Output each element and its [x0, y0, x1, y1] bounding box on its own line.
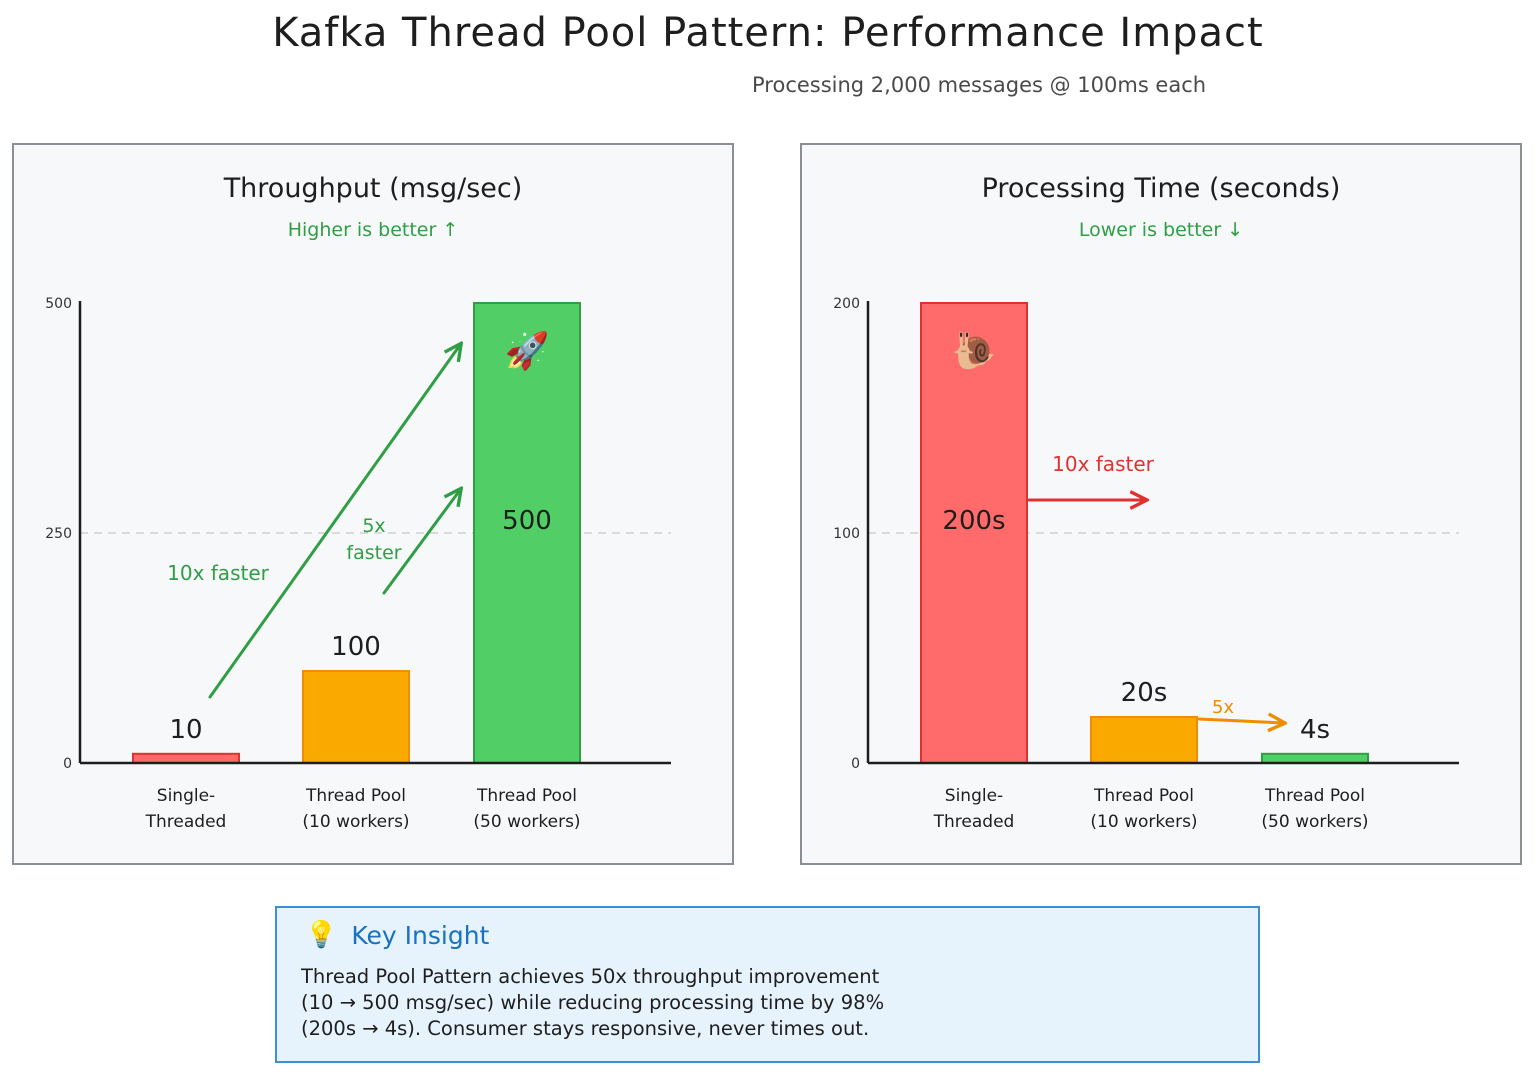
category-label: (10 workers)	[302, 812, 409, 832]
insight-text: Thread Pool Pattern achieves 50x through…	[301, 964, 1001, 1042]
category-label: Single-	[945, 786, 1003, 806]
chart-title: Processing Time (seconds)	[981, 173, 1341, 204]
category-label: Thread Pool	[1264, 786, 1365, 806]
annotation-label: faster	[346, 542, 401, 564]
annotation-arrow	[208, 345, 460, 699]
page-subtitle: Processing 2,000 messages @ 100ms each	[752, 73, 1207, 97]
insight-line: (200s → 4s). Consumer stays responsive, …	[301, 1017, 870, 1040]
category-label: (50 workers)	[473, 812, 580, 832]
chart-title: Throughput (msg/sec)	[223, 173, 523, 204]
value-label: 200s	[942, 506, 1005, 536]
chart-hint: Lower is better ↓	[1078, 219, 1244, 241]
value-label: 20s	[1121, 678, 1168, 708]
annotation-arrow	[1197, 719, 1283, 723]
y-tick-label: 100	[833, 526, 860, 542]
bar	[1090, 716, 1198, 764]
key-insight-box: 💡 Key Insight Thread Pool Pattern achiev…	[275, 906, 1260, 1063]
annotation-label: 10x faster	[167, 561, 270, 585]
throughput-chart: 0 250 500 Single- Threaded Thread Pool (10 wor…	[45, 296, 671, 832]
insight-line: Thread Pool Pattern achieves 50x through…	[301, 965, 880, 988]
category-label: Threaded	[145, 812, 227, 832]
y-tick-label: 0	[63, 756, 72, 772]
bar	[1261, 752, 1369, 764]
insight-header: 💡 Key Insight	[305, 920, 489, 950]
processing-time-chart-panel: Processing Time (seconds) Lower is bette…	[800, 143, 1522, 865]
bar	[302, 670, 410, 764]
y-tick-label: 250	[45, 526, 72, 542]
y-tick-label: 0	[851, 756, 860, 772]
y-tick-label: 500	[45, 296, 72, 312]
insight-line: (10 → 500 msg/sec) while reducing proces…	[301, 991, 885, 1014]
insight-title: Key Insight	[351, 920, 490, 950]
category-label: (10 workers)	[1090, 812, 1197, 832]
annotation-label: 10x faster	[1052, 452, 1155, 476]
page-title: Kafka Thread Pool Pattern: Performance I…	[272, 10, 1264, 56]
category-label: Thread Pool	[476, 786, 577, 806]
value-label: 100	[331, 632, 381, 662]
category-label: (50 workers)	[1261, 812, 1368, 832]
bar	[132, 752, 240, 764]
value-label: 500	[502, 506, 552, 536]
rocket-icon: 🚀	[505, 330, 550, 372]
chart-hint: Higher is better ↑	[287, 219, 459, 241]
throughput-chart-panel: Throughput (msg/sec) Higher is better ↑ …	[12, 143, 734, 865]
bar	[473, 302, 581, 764]
lightbulb-icon: 💡	[305, 920, 338, 950]
bar	[920, 302, 1028, 764]
value-label: 10	[169, 715, 202, 745]
category-label: Single-	[157, 786, 215, 806]
processing-time-chart: 0 100 200 Single- Threaded Thread Pool (10 wor…	[833, 296, 1459, 832]
category-label: Thread Pool	[305, 786, 406, 806]
annotation-label: 5x	[1212, 697, 1234, 718]
category-label: Thread Pool	[1093, 786, 1194, 806]
value-label: 4s	[1300, 715, 1330, 745]
annotation-label: 5x	[362, 515, 385, 537]
snail-icon: 🐌	[952, 331, 997, 372]
y-tick-label: 200	[833, 296, 860, 312]
category-label: Threaded	[933, 812, 1015, 832]
annotation-arrow	[382, 490, 460, 595]
